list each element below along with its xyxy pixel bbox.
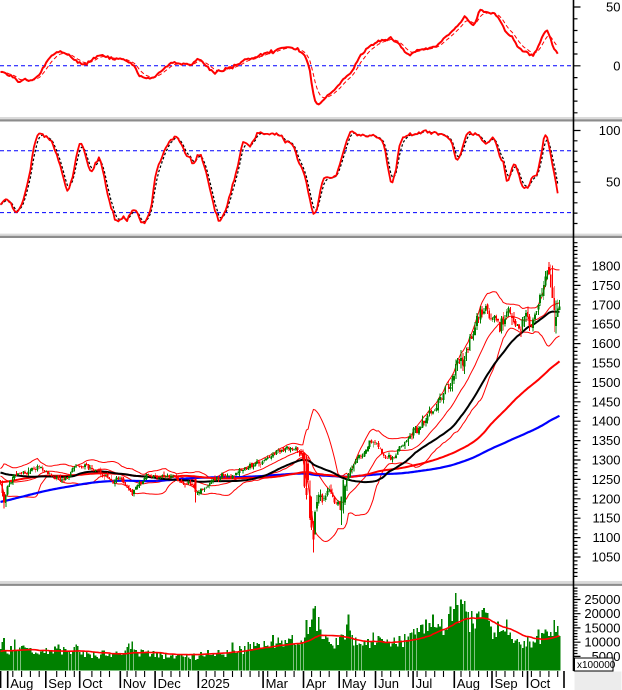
- svg-text:1250: 1250: [592, 472, 621, 487]
- svg-text:Aug: Aug: [457, 676, 480, 690]
- svg-text:1400: 1400: [592, 414, 621, 429]
- svg-text:Oct: Oct: [530, 676, 551, 690]
- svg-text:1200: 1200: [592, 491, 621, 506]
- svg-text:1650: 1650: [592, 317, 621, 332]
- svg-text:1600: 1600: [592, 336, 621, 351]
- svg-text:Sep: Sep: [48, 676, 71, 690]
- svg-text:1800: 1800: [592, 259, 621, 274]
- svg-text:Nov: Nov: [123, 676, 147, 690]
- svg-text:1750: 1750: [592, 278, 621, 293]
- svg-text:0: 0: [613, 58, 620, 73]
- svg-text:1500: 1500: [592, 375, 621, 390]
- svg-text:50: 50: [606, 175, 620, 190]
- svg-text:Apr: Apr: [306, 676, 327, 690]
- svg-text:1150: 1150: [593, 511, 621, 526]
- svg-text:Sep: Sep: [495, 676, 518, 690]
- svg-text:Oct: Oct: [82, 676, 103, 690]
- svg-text:2025: 2025: [201, 676, 230, 690]
- svg-text:10000: 10000: [584, 635, 620, 650]
- svg-text:1450: 1450: [592, 394, 621, 409]
- svg-text:1100: 1100: [593, 530, 621, 545]
- svg-text:1300: 1300: [592, 453, 621, 468]
- svg-text:50: 50: [606, 0, 620, 15]
- svg-text:Aug: Aug: [10, 676, 33, 690]
- svg-text:Dec: Dec: [158, 676, 182, 690]
- svg-text:Jul: Jul: [416, 676, 433, 690]
- svg-text:1550: 1550: [592, 356, 621, 371]
- svg-text:May: May: [342, 676, 367, 690]
- svg-text:15000: 15000: [584, 620, 620, 635]
- svg-text:Jun: Jun: [378, 676, 399, 690]
- svg-text:1700: 1700: [592, 297, 621, 312]
- svg-text:1350: 1350: [592, 433, 621, 448]
- svg-text:25000: 25000: [584, 592, 620, 607]
- svg-text:Mar: Mar: [266, 676, 289, 690]
- svg-text:1050: 1050: [592, 550, 621, 565]
- svg-text:x100000: x100000: [577, 660, 616, 671]
- svg-text:20000: 20000: [584, 606, 620, 621]
- svg-text:100: 100: [599, 123, 621, 138]
